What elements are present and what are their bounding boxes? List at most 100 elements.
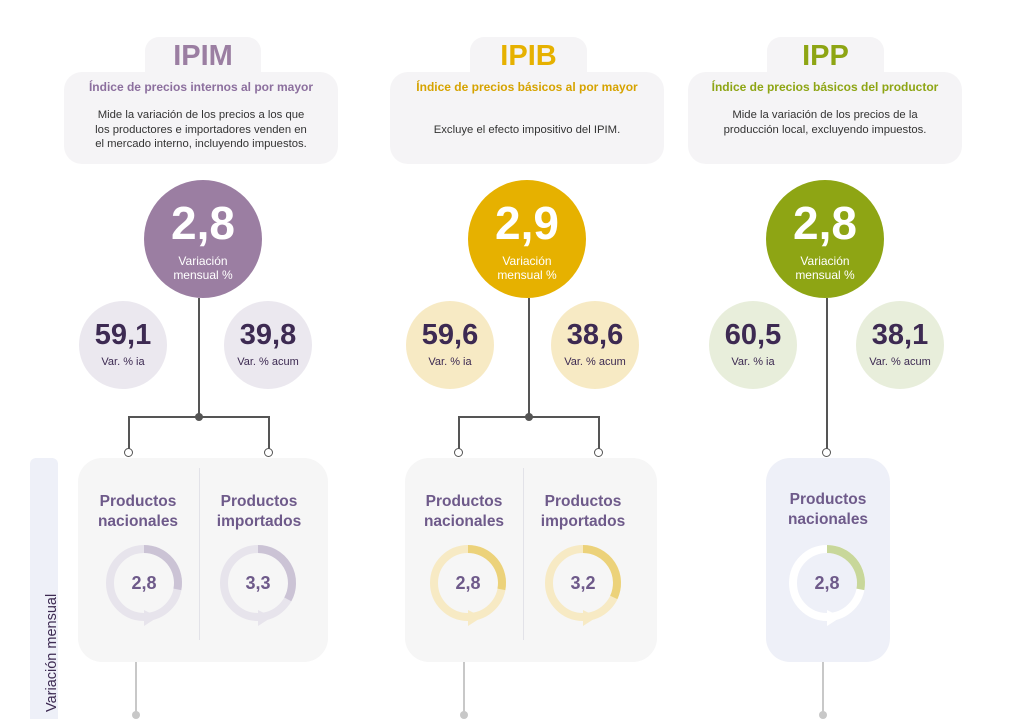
ipib-monthly-label-line: mensual % xyxy=(497,268,557,282)
ipib-product-title-line: Productos xyxy=(425,493,503,510)
ipib-bottom-node xyxy=(460,711,468,719)
ipp-connector-vertical xyxy=(826,298,828,450)
ipp-monthly-label-line: Variación xyxy=(800,254,850,268)
gauge-arc xyxy=(582,545,621,600)
ipim-connector-left xyxy=(128,416,130,450)
ipib-connector-end-right xyxy=(594,448,603,457)
ipim-connector-end-right xyxy=(264,448,273,457)
gauge-arrowhead xyxy=(258,610,272,626)
ipp-product-title-line: Productos xyxy=(789,491,867,508)
ipim-info-card: Índice de precios internos al por mayor … xyxy=(64,72,338,164)
ipim-connector-end-left xyxy=(124,448,133,457)
ipib-monthly-label: Variación mensual % xyxy=(468,254,586,282)
ipp-monthly-label-line: mensual % xyxy=(795,268,855,282)
ipp-cum-value: 38,1 xyxy=(871,319,929,351)
ipim-cum-value: 39,8 xyxy=(239,319,297,351)
ipp-subtitle: Índice de precios básicos del productor xyxy=(711,80,939,94)
ipim-product-title-line: Productos xyxy=(99,493,177,510)
ipib-product-title: Productos importados xyxy=(523,492,643,532)
ipp-product-title: Productos nacionales xyxy=(766,490,890,530)
ipim-yoy-circle: 59,1 Var. % ia xyxy=(79,301,167,389)
ipim-monthly-label-line: mensual % xyxy=(173,268,233,282)
gauge-arc xyxy=(467,545,506,591)
ipp-monthly-value: 2,8 xyxy=(793,197,857,249)
ipim-yoy-label: Var. % ia xyxy=(101,356,145,368)
ipim-connector-vertical xyxy=(198,298,200,417)
ipim-description-line: Mide la variación de los precios a los q… xyxy=(97,109,305,121)
ipim-subtitle: Índice de precios internos al por mayor xyxy=(88,80,314,94)
ipib-subtitle: Índice de precios básicos al por mayor xyxy=(416,80,638,94)
ipib-connector-right xyxy=(598,416,600,450)
gauge-arrowhead xyxy=(144,610,158,626)
ipib-monthly-circle: 2,9 Variación mensual % xyxy=(468,180,586,298)
ipim-monthly-value: 2,8 xyxy=(171,197,235,249)
ipp-products-panel xyxy=(766,458,890,662)
ipp-yoy-label: Var. % ia xyxy=(731,356,775,368)
ipim-product-title-line: Productos xyxy=(220,493,298,510)
ipib-cum-circle: 38,6 Var. % acum xyxy=(551,301,639,389)
gauge-arc xyxy=(826,545,865,591)
ipp-description-line: Mide la variación de los precios de la xyxy=(732,109,918,121)
ipib-connector-left xyxy=(458,416,460,450)
ipim-monthly-circle: 2,8 Variación mensual % xyxy=(144,180,262,298)
ipib-products-divider xyxy=(523,468,524,640)
ipp-monthly-circle: 2,8 Variación mensual % xyxy=(766,180,884,298)
ipib-product-title-line: importados xyxy=(540,513,626,530)
ipib-nacionales-value: 2,8 xyxy=(455,573,481,593)
ipim-yoy-value: 59,1 xyxy=(94,319,152,351)
ipib-product-title-line: nacionales xyxy=(423,513,505,530)
ipp-cum-label: Var. % acum xyxy=(869,356,931,368)
ipim-monthly-label-line: Variación xyxy=(178,254,228,268)
ipp-bottom-connector xyxy=(822,662,824,712)
ipib-product-title-line: Productos xyxy=(544,493,622,510)
gauge-arrowhead xyxy=(827,610,841,626)
ipp-yoy-circle: 60,5 Var. % ia xyxy=(709,301,797,389)
ipib-yoy-label: Var. % ia xyxy=(428,356,472,368)
ipp-cum-circle: 38,1 Var. % acum xyxy=(856,301,944,389)
ipib-monthly-label-line: Variación xyxy=(502,254,552,268)
ipim-description-line: los productores e importadores venden en xyxy=(95,123,307,136)
gauge-arc xyxy=(257,545,296,602)
ipim-bottom-connector xyxy=(135,662,137,712)
ipib-nacionales-gauge xyxy=(430,545,506,626)
ipp-description: Mide la variación de los precios de la p… xyxy=(702,108,948,137)
ipib-monthly-value: 2,9 xyxy=(495,197,559,249)
ipp-bottom-node xyxy=(819,711,827,719)
ipib-cum-value: 38,6 xyxy=(566,319,624,351)
ipim-nacionales-value: 2,8 xyxy=(131,573,157,593)
ipp-monthly-label: Variación mensual % xyxy=(766,254,884,282)
ipim-product-title: Productos nacionales xyxy=(78,492,198,532)
ipim-product-title-line: importados xyxy=(216,513,302,530)
ipib-connector-end-left xyxy=(454,448,463,457)
ipp-nacionales-gauge xyxy=(789,545,865,626)
ipib-connector-vertical xyxy=(528,298,530,417)
ipim-importados-value: 3,3 xyxy=(245,573,271,593)
gauge-arc xyxy=(143,545,182,591)
ipib-product-title: Productos nacionales xyxy=(405,492,523,532)
ipib-importados-value: 3,2 xyxy=(570,573,596,593)
ipim-products-divider xyxy=(199,468,200,640)
ipim-connector-right xyxy=(268,416,270,450)
ipib-cum-label: Var. % acum xyxy=(564,356,626,368)
ipp-connector-end xyxy=(822,448,831,457)
gauge-arrowhead xyxy=(468,610,482,626)
sidebar-strip xyxy=(30,458,58,719)
ipib-description-line: Excluye el efecto impositivo del IPIM. xyxy=(433,124,621,136)
ipp-info-card: Índice de precios básicos del productor … xyxy=(688,72,962,164)
ipib-description: Excluye el efecto impositivo del IPIM. xyxy=(404,123,650,138)
ipp-nacionales-value: 2,8 xyxy=(814,573,840,593)
ipim-cum-label: Var. % acum xyxy=(237,356,299,368)
gauge-arrowhead xyxy=(583,610,597,626)
ipim-bottom-node xyxy=(132,711,140,719)
ipp-product-title-line: nacionales xyxy=(787,511,869,528)
ipim-monthly-label: Variación mensual % xyxy=(144,254,262,282)
ipp-yoy-value: 60,5 xyxy=(724,319,782,351)
ipib-info-card: Índice de precios básicos al por mayor E… xyxy=(390,72,664,164)
ipib-yoy-circle: 59,6 Var. % ia xyxy=(406,301,494,389)
ipib-connector-horizontal xyxy=(458,416,599,418)
ipim-product-title-line: nacionales xyxy=(97,513,179,530)
ipp-description-line: producción local, excluyendo impuestos. xyxy=(723,123,927,136)
sidebar-label: Variación mensual xyxy=(44,593,60,712)
ipim-description-line: el mercado interno, incluyendo impuestos… xyxy=(95,138,307,150)
ipim-product-title: Productos importados xyxy=(199,492,319,532)
